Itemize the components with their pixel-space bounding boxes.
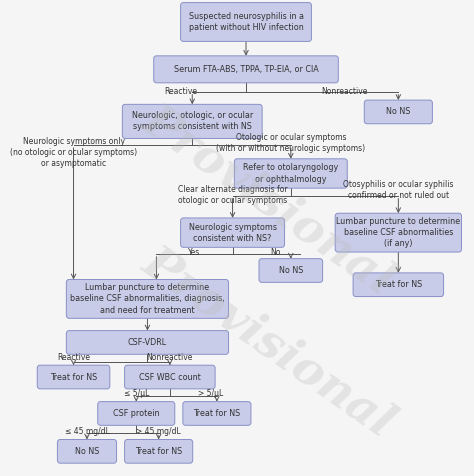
FancyBboxPatch shape (234, 159, 347, 188)
Text: Provisional: Provisional (134, 96, 403, 303)
Text: No NS: No NS (386, 108, 410, 117)
FancyBboxPatch shape (365, 100, 432, 124)
Text: Otologic or ocular symptoms
(with or without neurologic symptoms): Otologic or ocular symptoms (with or wit… (216, 133, 365, 153)
Text: Treat for NS: Treat for NS (193, 409, 240, 418)
FancyBboxPatch shape (183, 402, 251, 425)
Text: Nonreactive: Nonreactive (321, 87, 368, 96)
Text: CSF WBC count: CSF WBC count (139, 373, 201, 382)
Text: Reactive: Reactive (57, 353, 90, 362)
Text: Nonreactive: Nonreactive (146, 353, 193, 362)
Text: No: No (270, 248, 280, 257)
Text: Otosyphilis or ocular syphilis
confirmed or not ruled out: Otosyphilis or ocular syphilis confirmed… (343, 180, 454, 200)
FancyBboxPatch shape (57, 439, 117, 463)
Text: Neurologic symptoms
consistent with NS?: Neurologic symptoms consistent with NS? (189, 223, 276, 243)
Text: No NS: No NS (279, 266, 303, 275)
Text: Treat for NS: Treat for NS (50, 373, 97, 382)
Text: Yes: Yes (188, 248, 201, 257)
FancyBboxPatch shape (125, 365, 215, 389)
Text: CSF protein: CSF protein (113, 409, 160, 418)
FancyBboxPatch shape (125, 439, 193, 463)
FancyBboxPatch shape (181, 2, 311, 41)
FancyBboxPatch shape (122, 104, 262, 139)
Text: Serum FTA-ABS, TPPA, TP-EIA, or CIA: Serum FTA-ABS, TPPA, TP-EIA, or CIA (173, 65, 319, 74)
Text: Treat for NS: Treat for NS (135, 447, 182, 456)
Text: Refer to otolaryngology
or ophthalmology: Refer to otolaryngology or ophthalmology (243, 163, 338, 184)
FancyBboxPatch shape (37, 365, 110, 389)
Text: ≤ 5/μL: ≤ 5/μL (124, 389, 149, 398)
Text: Neurologic, otologic, or ocular
symptoms consistent with NS: Neurologic, otologic, or ocular symptoms… (132, 111, 253, 131)
Text: Provisional: Provisional (134, 238, 403, 446)
FancyBboxPatch shape (335, 213, 462, 252)
FancyBboxPatch shape (98, 402, 175, 425)
Text: No NS: No NS (75, 447, 99, 456)
FancyBboxPatch shape (181, 218, 284, 248)
Text: Reactive: Reactive (164, 87, 198, 96)
Text: Suspected neurosyphilis in a
patient without HIV infection: Suspected neurosyphilis in a patient wit… (189, 12, 303, 32)
Text: Neurologic symptoms only
(no otologic or ocular symptoms)
or asymptomatic: Neurologic symptoms only (no otologic or… (10, 137, 137, 168)
FancyBboxPatch shape (353, 273, 444, 297)
Text: CSF-VDRL: CSF-VDRL (128, 338, 167, 347)
Text: Lumbar puncture to determine
baseline CSF abnormalities, diagnosis,
and need for: Lumbar puncture to determine baseline CS… (70, 283, 225, 315)
Text: > 45 mg/dL: > 45 mg/dL (137, 427, 181, 436)
Text: > 5/μL: > 5/μL (198, 389, 223, 398)
Text: ≤ 45 mg/dL: ≤ 45 mg/dL (64, 427, 109, 436)
FancyBboxPatch shape (259, 258, 323, 282)
Text: Clear alternate diagnosis for
otologic or ocular symptoms: Clear alternate diagnosis for otologic o… (178, 185, 287, 205)
FancyBboxPatch shape (154, 56, 338, 83)
Text: Treat for NS: Treat for NS (375, 280, 422, 289)
FancyBboxPatch shape (66, 331, 228, 354)
Text: Lumbar puncture to determine
baseline CSF abnormalities
(if any): Lumbar puncture to determine baseline CS… (336, 217, 460, 248)
FancyBboxPatch shape (66, 279, 228, 318)
